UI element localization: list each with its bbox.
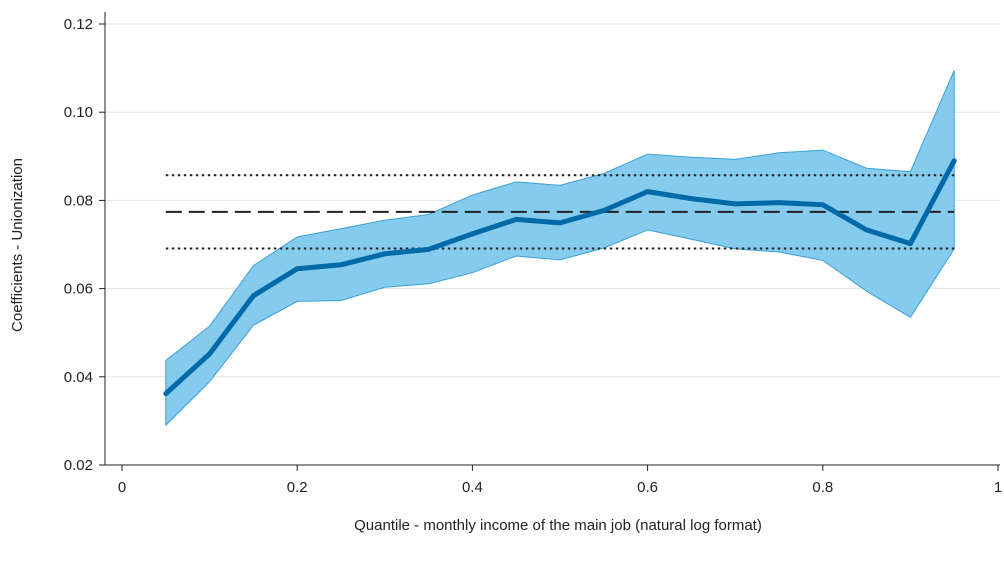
coefficient-line-group (163, 158, 957, 397)
y-axis-title: Coefficients - Unionization (9, 158, 26, 332)
reference-lines (165, 174, 955, 250)
coefficient-line (163, 158, 957, 397)
x-tick-label: 0 (118, 479, 126, 496)
confidence-band-group (165, 70, 955, 427)
x-tick-label: 0.4 (462, 479, 483, 496)
confidence-band (165, 70, 955, 427)
x-tick-label: 0.8 (812, 479, 833, 496)
y-tick-label: 0.12 (64, 16, 93, 33)
y-tick-label: 0.10 (64, 104, 93, 121)
x-tick-label: 0.2 (287, 479, 308, 496)
y-tick-label: 0.02 (64, 457, 93, 474)
x-tick-label: 1 (994, 479, 1002, 496)
x-axis-title: Quantile - monthly income of the main jo… (354, 517, 762, 534)
axes (99, 12, 1000, 471)
y-tick-label: 0.04 (64, 369, 93, 386)
y-tick-label: 0.08 (64, 192, 93, 209)
y-tick-label: 0.06 (64, 281, 93, 298)
x-tick-label: 0.6 (637, 479, 658, 496)
tick-labels: 0.02 0.04 0.06 0.08 0.10 0.12 0 0.2 0.4 0.6 0.8 1 (64, 16, 1002, 496)
